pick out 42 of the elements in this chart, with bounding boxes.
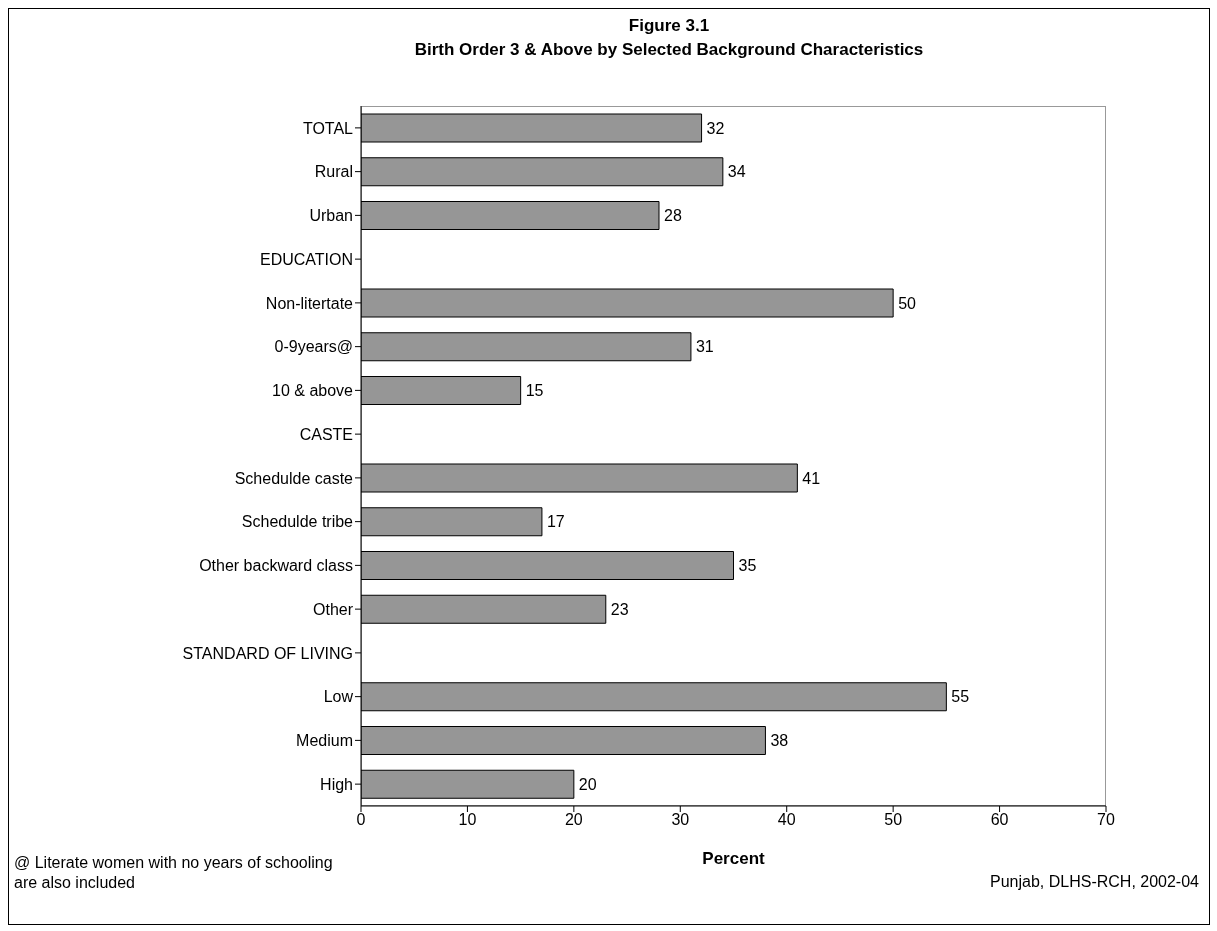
y-tick-label: Non-litertate xyxy=(265,294,354,312)
data-label: 41 xyxy=(802,469,821,487)
y-tick-label: 10 & above xyxy=(272,382,354,400)
data-label: 23 xyxy=(610,600,629,618)
y-tick-label: Medium xyxy=(296,732,353,750)
y-tick-label: Other backward class xyxy=(199,557,353,575)
data-label: 34 xyxy=(727,163,746,181)
text: Punjab, DLHS-RCH, 2002-04 xyxy=(990,873,1199,891)
y-tick-label: Schedulde caste xyxy=(234,469,354,487)
y-tick-label: Low xyxy=(323,688,354,706)
data-label: 20 xyxy=(578,775,597,793)
y-tick-label: TOTAL xyxy=(302,119,354,137)
y-tick-label: Other xyxy=(312,600,354,618)
y-tick-label: EDUCATION xyxy=(259,250,353,268)
data-label: 28 xyxy=(664,207,682,225)
chart-title: Figure 3.1 xyxy=(627,15,711,37)
data-label: 35 xyxy=(738,557,757,575)
data-label: 32 xyxy=(706,119,725,137)
data-label: 31 xyxy=(695,338,714,356)
y-tick-label: Urban xyxy=(309,207,353,225)
x-tick-label: 50 xyxy=(884,811,903,829)
y-tick-label: STANDARD OF LIVING xyxy=(182,644,353,662)
data-label: 50 xyxy=(898,294,917,312)
x-tick-label: 20 xyxy=(564,811,583,829)
x-axis-title: Percent xyxy=(701,849,766,869)
data-label: 15 xyxy=(525,382,544,400)
text: @ Literate women with no years of schooling are also included xyxy=(14,853,334,893)
data-label: 38 xyxy=(770,732,789,750)
y-tick-label: High xyxy=(320,775,353,793)
y-tick-label: CASTE xyxy=(299,425,353,443)
x-tick-label: 10 xyxy=(458,811,477,829)
x-tick-label: 70 xyxy=(1097,811,1115,829)
data-label: 17 xyxy=(546,513,565,531)
y-tick-label: Schedulde tribe xyxy=(241,513,354,531)
x-tick-label: 30 xyxy=(671,811,690,829)
x-tick-label: 60 xyxy=(990,811,1009,829)
chart-subtitle: Birth Order 3 & Above by Selected Background Characteristics xyxy=(413,39,925,61)
y-tick-label: Rural xyxy=(314,163,353,181)
x-tick-label: 0 xyxy=(356,811,366,829)
x-tick-label: 40 xyxy=(777,811,796,829)
data-label: 55 xyxy=(951,688,970,706)
y-tick-label: 0-9years@ xyxy=(274,338,353,356)
